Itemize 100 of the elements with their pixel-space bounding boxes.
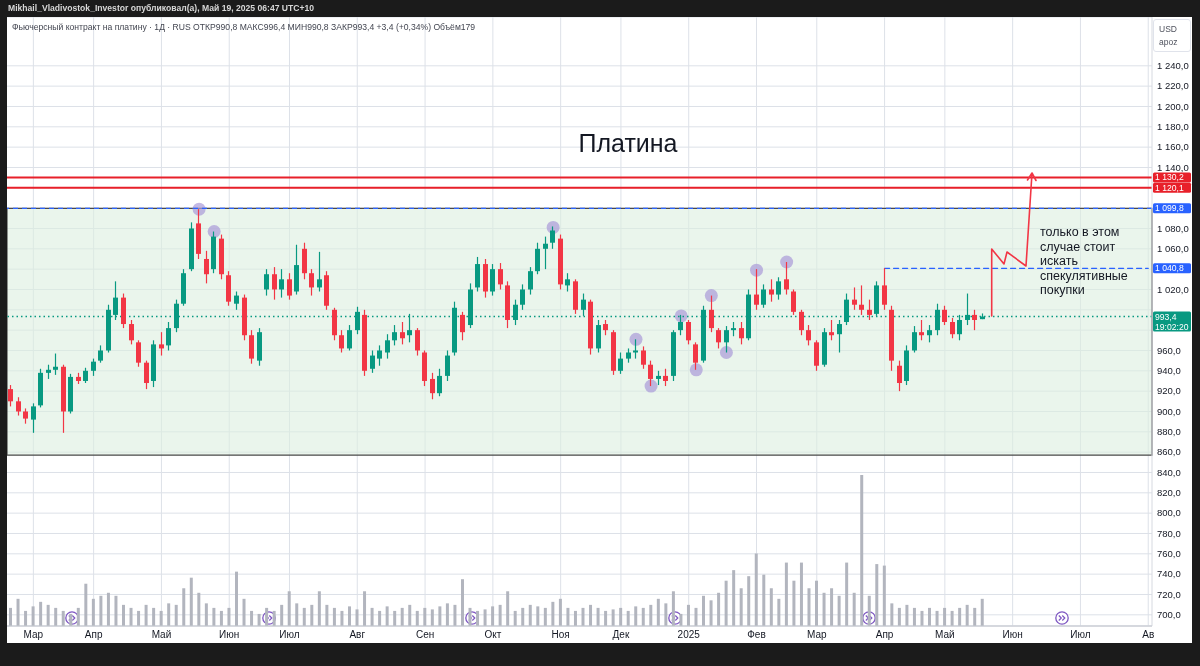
candlestick	[942, 305, 947, 326]
y-tick-label: 820,0	[1157, 487, 1181, 499]
bar	[106, 592, 110, 626]
bar	[656, 598, 660, 626]
bar	[250, 610, 254, 626]
bar	[46, 604, 50, 626]
bar	[528, 604, 532, 626]
candlestick	[370, 349, 375, 374]
candlestick	[460, 311, 465, 341]
bar	[39, 601, 43, 626]
candlestick	[543, 236, 548, 270]
x-tick-label: Ноя	[551, 629, 570, 641]
bar	[174, 604, 178, 626]
y-tick-label: 920,0	[1157, 385, 1181, 397]
bar	[882, 565, 886, 626]
bar	[717, 592, 721, 626]
ref-line-label: 1 130,2	[1155, 172, 1184, 183]
candlestick	[264, 268, 269, 297]
x-tick-label: Авг	[349, 629, 366, 641]
bar	[641, 607, 645, 626]
bar	[694, 607, 698, 626]
bar	[189, 577, 193, 626]
candlestick	[596, 319, 601, 354]
bar	[385, 606, 389, 626]
bar	[310, 604, 314, 626]
bar	[558, 598, 562, 626]
text: Фьючерсный контракт на платину · 1Д · RUS ОТКР990,8 МАКС996,4 МИН990,8 ЗАКР993,4 +3,4 (+0,34%) Объём179	[12, 22, 476, 33]
candlestick	[377, 344, 382, 367]
candlestick	[686, 319, 691, 345]
candlestick	[867, 299, 872, 321]
bar	[837, 595, 841, 626]
bar	[935, 610, 939, 626]
bar	[596, 607, 600, 626]
annotation: только в этом случае стоит искать спекулятивные покупки	[1040, 225, 1129, 298]
point	[750, 263, 764, 277]
bar	[227, 607, 231, 626]
series-label: 1 040,8	[1155, 263, 1184, 274]
x-tick-label: Апр	[84, 629, 103, 641]
bar	[242, 598, 246, 626]
candlestick	[761, 283, 766, 309]
bar	[852, 592, 856, 626]
x-tick-label: 2025	[677, 629, 701, 641]
candlestick	[339, 329, 344, 354]
bar	[453, 604, 457, 626]
bar	[815, 580, 819, 626]
candlestick	[633, 338, 638, 360]
bar	[513, 610, 517, 626]
y-tick-label: 1 220,0	[1157, 80, 1189, 92]
x-tick-label: Июл	[1070, 629, 1091, 641]
bar	[340, 610, 344, 626]
bar	[355, 609, 359, 626]
bar	[332, 607, 336, 626]
bar	[182, 588, 186, 626]
bar	[408, 604, 412, 626]
candlestick	[837, 319, 842, 354]
bar	[739, 588, 743, 626]
x-tick-label: Ав	[1142, 629, 1155, 641]
bar	[167, 603, 171, 626]
bar	[347, 606, 351, 626]
bar	[280, 604, 284, 626]
bar	[24, 610, 28, 626]
bar	[295, 603, 299, 626]
candlestick	[31, 402, 36, 434]
candlestick	[693, 341, 698, 371]
bar	[604, 610, 608, 626]
bar	[393, 610, 397, 626]
bar	[543, 607, 547, 626]
x-tick-label: Июл	[279, 629, 300, 641]
bar	[114, 595, 118, 626]
bar	[536, 606, 540, 626]
bar	[325, 604, 329, 626]
candlestick	[520, 283, 525, 311]
bar	[483, 609, 487, 626]
text: Mikhail_Vladivostok_Investor опубликовал(а), Май 19, 2025 06:47 UTC+10	[8, 3, 315, 14]
candlestick	[550, 225, 555, 250]
candlestick	[709, 294, 714, 333]
candlestick	[272, 266, 277, 301]
bar	[506, 591, 510, 626]
bar	[905, 604, 909, 626]
bar	[747, 576, 751, 626]
bar	[897, 607, 901, 626]
y-tick-label: 1 140,0	[1157, 161, 1189, 173]
bar	[430, 609, 434, 626]
candlestick	[279, 268, 284, 299]
bar	[234, 571, 238, 626]
candlestick	[317, 251, 322, 293]
point	[689, 363, 703, 377]
candlestick	[739, 321, 744, 345]
candlestick	[475, 256, 480, 293]
y-tick-label: 880,0	[1157, 426, 1181, 438]
y-tick-label: 1 160,0	[1157, 141, 1189, 153]
candlestick	[852, 286, 857, 311]
bar	[121, 604, 125, 626]
candlestick	[716, 327, 721, 350]
candlestick	[136, 339, 141, 368]
bar	[822, 592, 826, 626]
bar	[686, 604, 690, 626]
bar	[219, 610, 223, 626]
x-tick-label: Дек	[612, 629, 630, 641]
candlestick	[791, 288, 796, 316]
